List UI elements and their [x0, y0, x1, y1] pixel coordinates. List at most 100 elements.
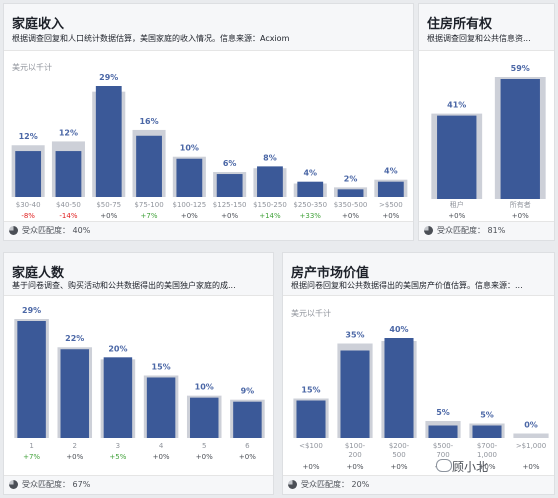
- change-label: -14%: [59, 212, 77, 220]
- bar-value-label: 20%: [108, 344, 127, 353]
- change-label: +0%: [196, 453, 213, 461]
- category-label: 6: [245, 442, 250, 450]
- bar: [337, 189, 364, 197]
- change-label: +0%: [512, 212, 529, 220]
- market-value-chart: 15% <$100 +0% 35% $100-200 +0% 40% $200-500 +0% 5…: [293, 325, 549, 471]
- panel-header: [283, 253, 554, 296]
- category-label: 4: [159, 442, 164, 450]
- panel-title: 家庭人数: [12, 266, 65, 281]
- bar: [176, 158, 203, 197]
- bar-value-label: 12%: [59, 128, 78, 137]
- category-label: 1,000: [477, 451, 497, 459]
- bar: [15, 151, 42, 197]
- panel-subtitle: 基于问卷调查、购买活动和公共数据得出的美国独户家庭的成...: [12, 281, 236, 290]
- panel-subtitle: 根据调查回复和公共信息资...: [427, 34, 531, 43]
- category-label: 3: [116, 442, 120, 450]
- watermark: 顾小北: [452, 460, 489, 474]
- bar: [103, 357, 133, 438]
- bar-value-label: 29%: [99, 73, 118, 82]
- change-label: -8%: [21, 212, 35, 220]
- bar: [384, 338, 414, 438]
- bar-value-label: 0%: [524, 421, 538, 430]
- bar-value-label: 12%: [19, 132, 38, 141]
- bar-value-label: 6%: [223, 159, 237, 168]
- change-label: +14%: [259, 212, 281, 220]
- panel-footer: 受众匹配度： 40%: [4, 221, 413, 240]
- category-label: $700-: [477, 442, 498, 450]
- audience-match-label: 受众匹配度： 40%: [22, 226, 91, 235]
- bar-value-label: 4%: [303, 169, 317, 178]
- category-label: $30-40: [16, 201, 41, 209]
- bar-value-label: 29%: [22, 306, 41, 315]
- bar-value-label: 5%: [480, 411, 494, 420]
- bar: [136, 135, 162, 197]
- ownership-chart: 41% 租户 +0% 59% 所有者 +0%: [431, 64, 546, 220]
- category-label: $200-: [389, 442, 410, 450]
- panel-household-income: 家庭收入 根据调查回复和人口统计数据估算，美国家庭的收入情况。信息来源：Acxi…: [3, 3, 414, 241]
- panel-header: [4, 253, 273, 296]
- category-label: $150-250: [253, 201, 287, 209]
- panel-subtitle: 根据调查回复和人口统计数据估算，美国家庭的收入情况。信息来源：Acxiom: [12, 34, 290, 43]
- unit-label: 美元以千计: [291, 309, 331, 318]
- change-label: +0%: [66, 453, 83, 461]
- category-label: $40-50: [56, 201, 81, 209]
- category-label: $500-: [433, 442, 454, 450]
- panel-footer: 受众匹配度： 67%: [4, 475, 273, 494]
- category-label: >$1,000: [516, 442, 546, 450]
- bar-value-label: 4%: [384, 167, 398, 176]
- category-label: 200: [348, 451, 361, 459]
- panel-subtitle: 根据问卷回复和公共数据得出的美国房产价值估算。信息来源：...: [291, 281, 523, 290]
- change-label: +7%: [23, 453, 40, 461]
- audience-match-icon: [288, 480, 297, 489]
- bar-value-label: 5%: [436, 408, 450, 417]
- category-label: $100-: [345, 442, 366, 450]
- audience-match-label: 受众匹配度： 67%: [22, 480, 91, 489]
- change-label: +0%: [382, 212, 399, 220]
- bar: [500, 79, 540, 199]
- change-label: +0%: [342, 212, 359, 220]
- bar: [340, 350, 370, 438]
- category-label: 1: [29, 442, 33, 450]
- bar: [472, 425, 502, 438]
- category-label: 2: [73, 442, 77, 450]
- unit-label: 美元以千计: [12, 63, 52, 72]
- category-label: $75-100: [134, 201, 163, 209]
- change-label: +0%: [523, 463, 540, 471]
- bar-value-label: 15%: [152, 362, 171, 371]
- household-size-chart: 29% 1 +7% 22% 2 +0% 20% 3 +5% 15% 4 +0% 10% 5 +0% 9% 6 +0…: [14, 306, 265, 461]
- category-label: $125-150: [213, 201, 247, 209]
- panel-title: 家庭收入: [12, 17, 65, 32]
- bar-value-label: 35%: [345, 331, 364, 340]
- bar: [216, 174, 243, 197]
- panel-home-ownership: 住房所有权 根据调查回复和公共信息资... 41% 租户 +0% 59% 所有者 +0% …: [418, 3, 555, 241]
- category-label: $50-75: [96, 201, 121, 209]
- category-label: $250-350: [293, 201, 327, 209]
- category-label: >$500: [379, 201, 403, 209]
- category-label: $350-500: [334, 201, 368, 209]
- bar: [55, 151, 82, 197]
- bar-value-label: 59%: [511, 64, 530, 73]
- income-chart: 12% $30-40 -8% 12% $40-50 -14% 29% $50-75 +0% 16%…: [11, 73, 408, 220]
- change-label: +0%: [347, 463, 364, 471]
- audience-match-icon: [424, 226, 433, 235]
- bar: [60, 349, 89, 438]
- panel-title: 住房所有权: [427, 17, 493, 32]
- category-label: 700: [436, 451, 449, 459]
- bar-value-label: 2%: [344, 174, 358, 183]
- bar-value-label: 22%: [65, 334, 84, 343]
- change-label: +0%: [391, 463, 408, 471]
- change-label: +0%: [479, 463, 496, 471]
- panel-footer: 受众匹配度： 20%: [283, 475, 554, 494]
- category-label: <$100: [299, 442, 323, 450]
- panel-household-size: 家庭人数 基于问卷调查、购买活动和公共数据得出的美国独户家庭的成... 29% 1…: [3, 252, 274, 495]
- change-label: +0%: [221, 212, 238, 220]
- change-label: +0%: [153, 453, 170, 461]
- bar-value-label: 8%: [263, 153, 277, 162]
- change-label: +0%: [303, 463, 320, 471]
- bar: [233, 401, 262, 438]
- bar-value-label: 9%: [241, 387, 255, 396]
- wechat-icon: [436, 459, 452, 472]
- change-label: +0%: [448, 212, 465, 220]
- audience-match-label: 受众匹配度： 81%: [437, 226, 506, 235]
- audience-match-label: 受众匹配度： 20%: [301, 480, 370, 489]
